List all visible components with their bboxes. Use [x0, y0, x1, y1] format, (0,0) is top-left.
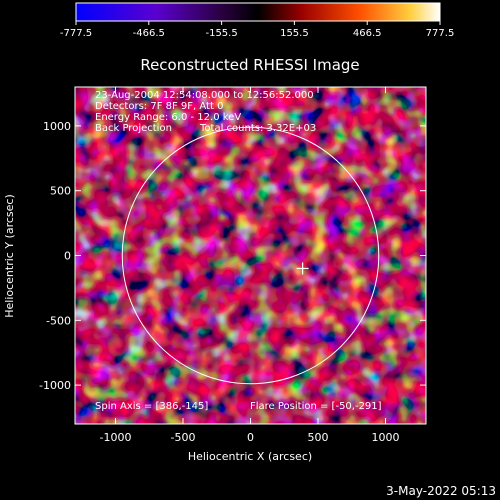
colorbar-tick-label: -155.5: [205, 28, 237, 39]
y-tick-label: 500: [50, 185, 71, 198]
solar-limb-circle: [121, 126, 380, 385]
colorbar-tick-label: 466.5: [353, 28, 382, 39]
y-tick-label: -500: [46, 314, 71, 327]
info-block: 23-Aug-2004 12:54:08.000 to 12:56:52.000…: [95, 90, 316, 134]
x-tick-label: -500: [171, 431, 196, 444]
info-energy-range: Energy Range: 6.0 - 12.0 keV: [95, 112, 241, 123]
colorbar-tick-label: 777.5: [426, 28, 455, 39]
colorbar-gradient: [75, 2, 441, 22]
info-detectors: Detectors: 7F 8F 9F, Att 0: [95, 101, 223, 112]
footer-timestamp: 3-May-2022 05:13: [386, 484, 496, 498]
y-tick-label: 1000: [43, 120, 71, 133]
info-method: Back Projection: [95, 123, 172, 134]
colorbar: -777.5 -466.5 -155.5 155.5 466.5 777.5: [60, 2, 454, 39]
flare-position-label: Flare Position = [-50,-291]: [250, 401, 382, 412]
y-axis-label: Heliocentric Y (arcsec): [3, 194, 16, 318]
x-tick-label: 500: [308, 431, 329, 444]
x-tick-label: -1000: [100, 431, 132, 444]
colorbar-tick-label: -777.5: [60, 28, 92, 39]
x-tick-label: 1000: [372, 431, 400, 444]
info-time-range: 23-Aug-2004 12:54:08.000 to 12:56:52.000: [95, 90, 314, 101]
colorbar-tick-label: -466.5: [133, 28, 165, 39]
plot-area: [75, 87, 426, 424]
y-tick-label: -1000: [39, 379, 71, 392]
plot-title: Reconstructed RHESSI Image: [140, 56, 359, 74]
info-total-counts: Total counts: 3.32E+03: [199, 123, 316, 134]
x-axis-label: Heliocentric X (arcsec): [188, 450, 312, 463]
x-tick-label: 0: [247, 431, 254, 444]
emission-map: [75, 87, 426, 424]
spin-axis-label: Spin Axis = [386,-145]: [95, 401, 208, 412]
y-axis: 1000 500 0 -500 -1000: [39, 120, 426, 392]
y-tick-label: 0: [64, 250, 71, 263]
colorbar-tick-label: 155.5: [280, 28, 309, 39]
spin-axis-marker: [296, 262, 309, 275]
x-axis: -1000 -500 0 500 1000: [100, 87, 400, 444]
colorbar-ticks: -777.5 -466.5 -155.5 155.5 466.5 777.5: [60, 21, 454, 39]
